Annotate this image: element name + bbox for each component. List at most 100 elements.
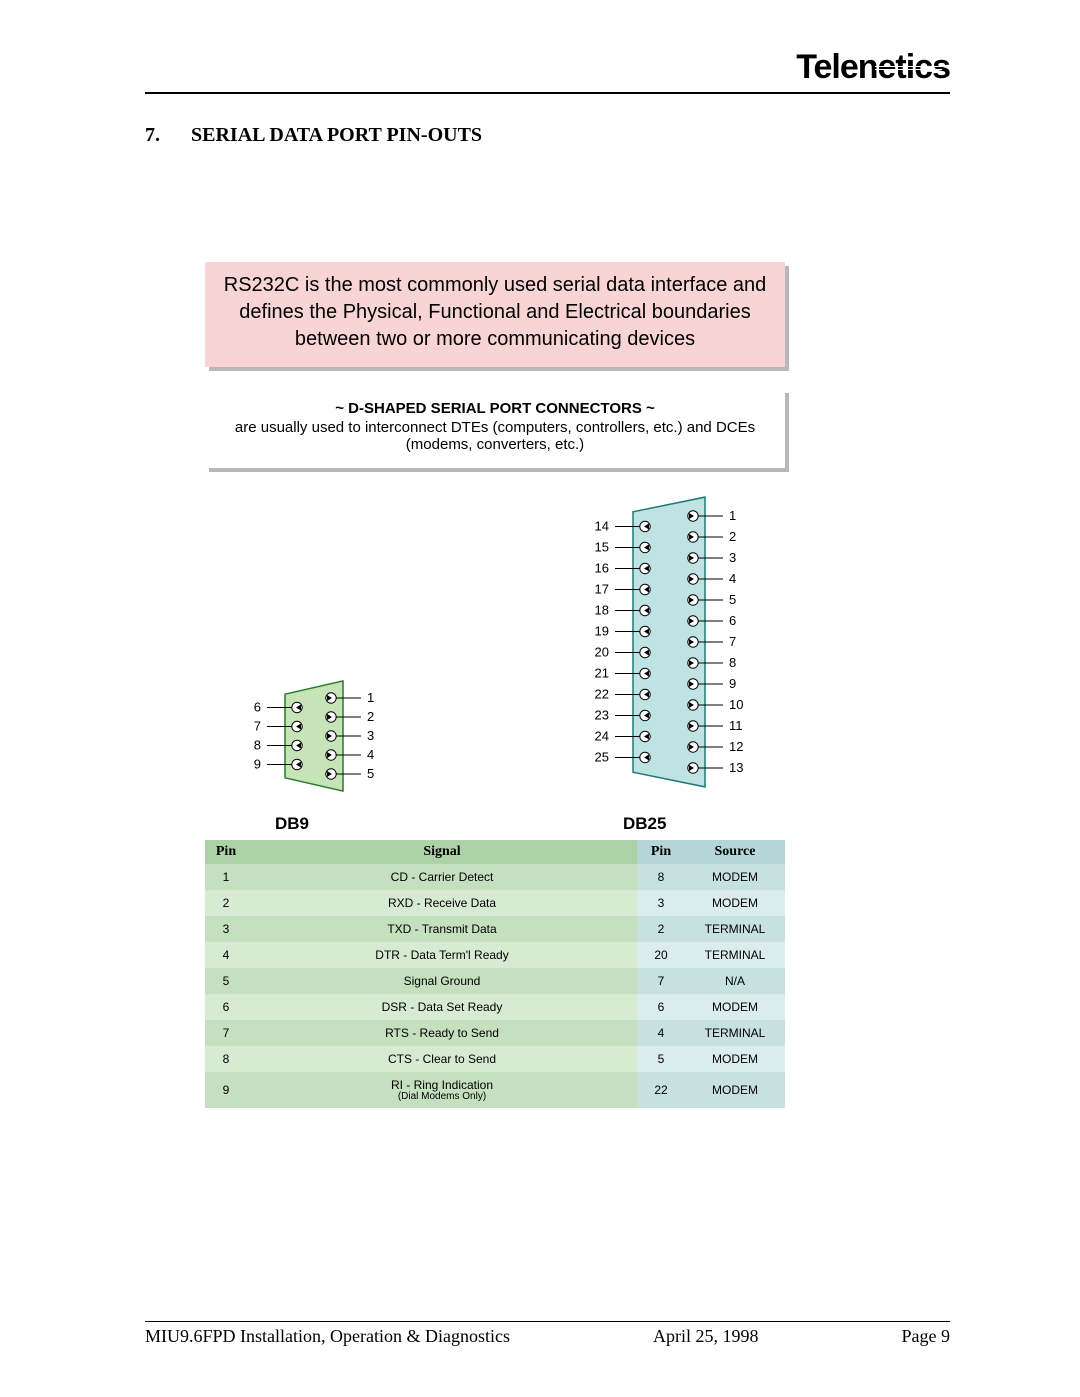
cell-signal: RXD - Receive Data (247, 890, 637, 916)
svg-text:3: 3 (367, 728, 374, 743)
table-row: 9RI - Ring Indication(Dial Modems Only)2… (205, 1072, 785, 1108)
svg-text:9: 9 (254, 757, 261, 772)
table-row: 6DSR - Data Set Ready6MODEM (205, 994, 785, 1020)
svg-text:8: 8 (254, 738, 261, 753)
svg-text:1: 1 (367, 690, 374, 705)
intro-box: RS232C is the most commonly used serial … (205, 262, 785, 367)
svg-text:4: 4 (729, 571, 736, 586)
cell-signal: RI - Ring Indication(Dial Modems Only) (247, 1072, 637, 1108)
table-header-row: Pin Signal Pin Source (205, 840, 785, 864)
cell-pin9: 6 (205, 994, 247, 1020)
cell-source: MODEM (685, 1072, 785, 1108)
cell-pin25: 2 (637, 916, 685, 942)
svg-text:9: 9 (729, 676, 736, 691)
svg-text:21: 21 (595, 666, 609, 681)
svg-text:2: 2 (367, 709, 374, 724)
cell-pin9: 3 (205, 916, 247, 942)
section-title: SERIAL DATA PORT PIN-OUTS (191, 124, 482, 147)
table-row: 7RTS - Ready to Send4TERMINAL (205, 1020, 785, 1046)
cell-signal: Signal Ground (247, 968, 637, 994)
footer-right: Page 9 (902, 1326, 951, 1347)
cell-pin9: 5 (205, 968, 247, 994)
cell-pin9: 2 (205, 890, 247, 916)
cell-pin25: 4 (637, 1020, 685, 1046)
cell-pin25: 8 (637, 864, 685, 890)
cell-source: MODEM (685, 864, 785, 890)
table-row: 4DTR - Data Term'l Ready20TERMINAL (205, 942, 785, 968)
svg-text:22: 22 (595, 687, 609, 702)
svg-text:18: 18 (595, 603, 609, 618)
svg-text:5: 5 (367, 766, 374, 781)
cell-pin25: 5 (637, 1046, 685, 1072)
svg-text:7: 7 (729, 634, 736, 649)
section-heading: 7. SERIAL DATA PORT PIN-OUTS (145, 124, 950, 147)
db25-connector: 1234567891011121314151617181920212223242… (555, 496, 775, 834)
section-number: 7. (145, 124, 169, 147)
cell-pin25: 3 (637, 890, 685, 916)
svg-text:6: 6 (254, 700, 261, 715)
cell-source: MODEM (685, 994, 785, 1020)
cell-pin25: 22 (637, 1072, 685, 1108)
svg-text:19: 19 (595, 624, 609, 639)
cell-source: N/A (685, 968, 785, 994)
svg-text:23: 23 (595, 708, 609, 723)
cell-source: TERMINAL (685, 916, 785, 942)
cell-signal: RTS - Ready to Send (247, 1020, 637, 1046)
pinout-table: Pin Signal Pin Source 1CD - Carrier Dete… (205, 840, 785, 1108)
table-row: 5Signal Ground7N/A (205, 968, 785, 994)
table-row: 2RXD - Receive Data3MODEM (205, 890, 785, 916)
cell-pin9: 1 (205, 864, 247, 890)
cell-signal: CD - Carrier Detect (247, 864, 637, 890)
svg-text:7: 7 (254, 719, 261, 734)
svg-text:3: 3 (729, 550, 736, 565)
footer-divider (145, 1321, 950, 1322)
cell-signal: DSR - Data Set Ready (247, 994, 637, 1020)
svg-text:6: 6 (729, 613, 736, 628)
table-row: 3TXD - Transmit Data2TERMINAL (205, 916, 785, 942)
svg-text:17: 17 (595, 582, 609, 597)
cell-pin9: 9 (205, 1072, 247, 1108)
svg-text:8: 8 (729, 655, 736, 670)
page-footer: MIU9.6FPD Installation, Operation & Diag… (145, 1321, 950, 1347)
cell-pin9: 4 (205, 942, 247, 968)
connectors-title: ~ D-SHAPED SERIAL PORT CONNECTORS ~ (224, 400, 766, 417)
connector-diagrams: 123456789 DB9 12345678910111213141516171… (205, 496, 785, 834)
intro-text: RS232C is the most commonly used serial … (224, 274, 767, 350)
brand-logo: Telenetics (796, 50, 950, 84)
cell-source: MODEM (685, 1046, 785, 1072)
svg-text:15: 15 (595, 540, 609, 555)
th-pin9: Pin (205, 840, 247, 864)
cell-source: TERMINAL (685, 942, 785, 968)
svg-text:12: 12 (729, 739, 743, 754)
connectors-box: ~ D-SHAPED SERIAL PORT CONNECTORS ~ are … (205, 389, 785, 468)
svg-text:10: 10 (729, 697, 743, 712)
db9-label: DB9 (275, 814, 309, 834)
db25-label: DB25 (623, 814, 666, 834)
header-divider (145, 92, 950, 94)
svg-text:11: 11 (729, 718, 743, 733)
svg-text:14: 14 (595, 519, 609, 534)
cell-pin9: 8 (205, 1046, 247, 1072)
cell-signal: DTR - Data Term'l Ready (247, 942, 637, 968)
cell-pin25: 7 (637, 968, 685, 994)
table-row: 8CTS - Clear to Send5MODEM (205, 1046, 785, 1072)
cell-pin25: 6 (637, 994, 685, 1020)
svg-text:25: 25 (595, 750, 609, 765)
cell-signal: CTS - Clear to Send (247, 1046, 637, 1072)
th-signal: Signal (247, 840, 637, 864)
logo-row: Telenetics (145, 50, 950, 90)
th-source: Source (685, 840, 785, 864)
db25-svg: 1234567891011121314151617181920212223242… (555, 496, 775, 806)
db9-connector: 123456789 DB9 (215, 676, 405, 834)
cell-source: TERMINAL (685, 1020, 785, 1046)
connectors-subtitle: are usually used to interconnect DTEs (c… (224, 419, 766, 453)
svg-text:5: 5 (729, 592, 736, 607)
cell-signal: TXD - Transmit Data (247, 916, 637, 942)
svg-text:2: 2 (729, 529, 736, 544)
footer-center: April 25, 1998 (653, 1326, 759, 1347)
figure: RS232C is the most commonly used serial … (205, 262, 785, 1108)
svg-text:13: 13 (729, 760, 743, 775)
svg-text:20: 20 (595, 645, 609, 660)
table-row: 1CD - Carrier Detect8MODEM (205, 864, 785, 890)
cell-pin25: 20 (637, 942, 685, 968)
